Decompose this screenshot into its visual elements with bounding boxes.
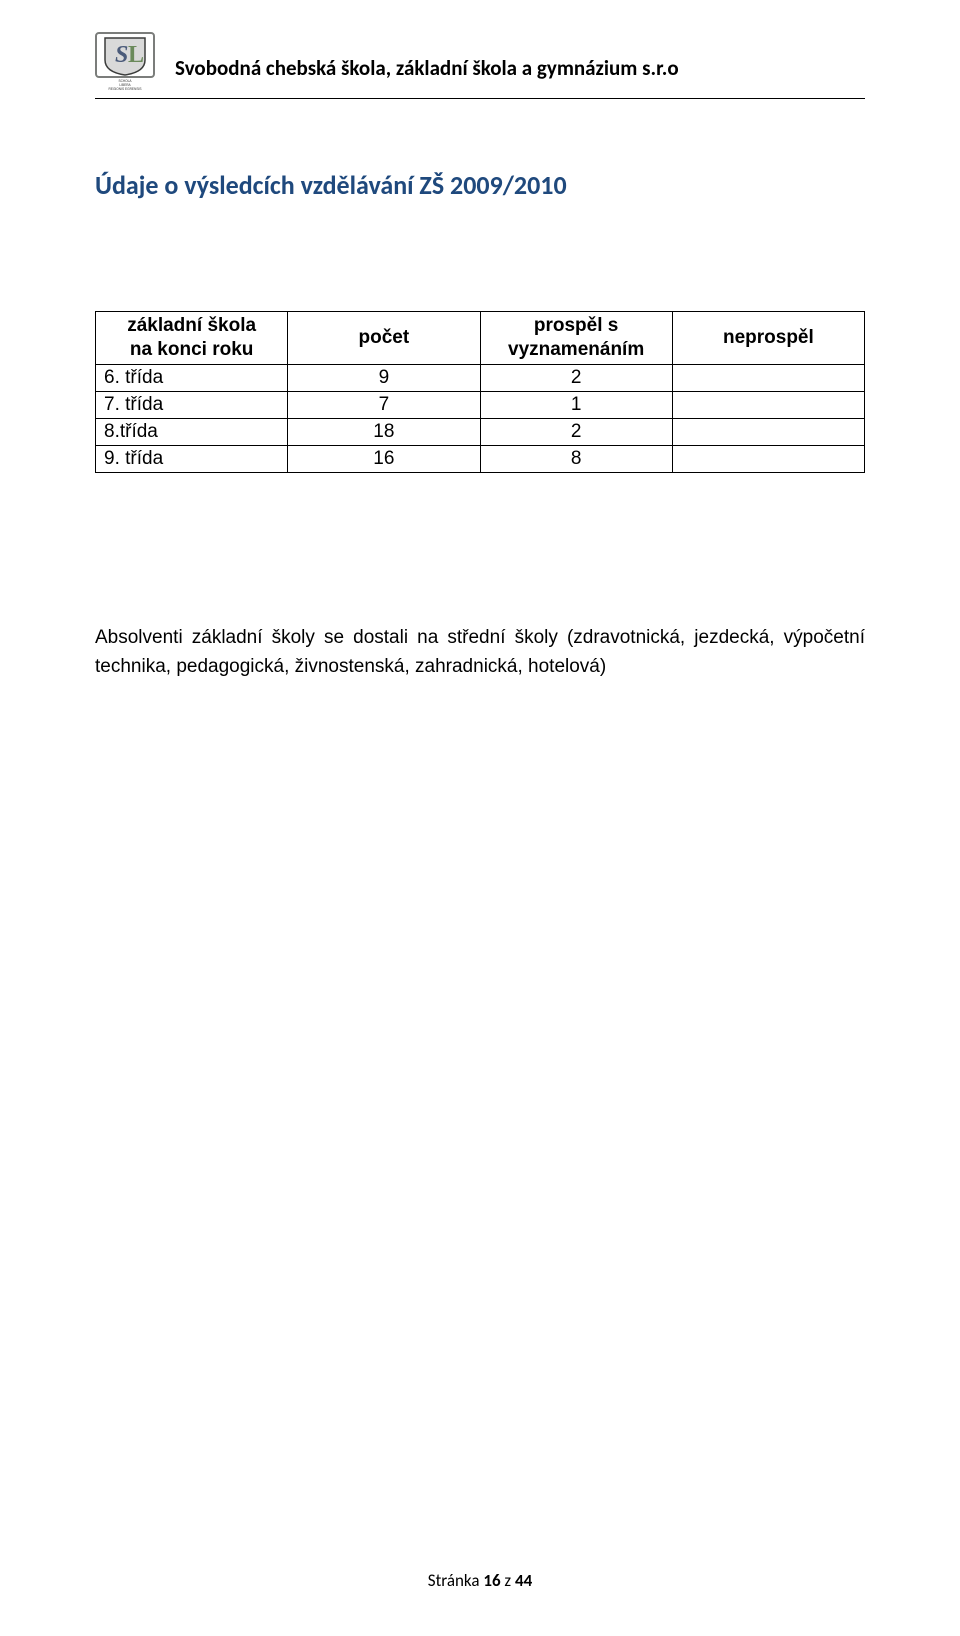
footer-middle: z <box>501 1570 515 1591</box>
page-footer: Stránka 16 z 44 <box>0 1570 960 1591</box>
header-divider <box>95 98 865 99</box>
cell-honors: 2 <box>480 364 672 391</box>
col-header-text: základní škola <box>127 315 256 336</box>
footer-prefix: Stránka <box>428 1570 484 1591</box>
svg-text:S: S <box>115 42 128 68</box>
col-header-text: vyznamenáním <box>508 339 644 360</box>
cell-class: 6. třída <box>96 364 288 391</box>
svg-text:L: L <box>128 42 144 68</box>
col-header-class: základní škola na konci roku <box>96 312 288 365</box>
graduates-note: Absolventi základní školy se dostali na … <box>95 623 865 682</box>
organization-name: Svobodná chebská škola, základní škola a… <box>175 43 679 81</box>
cell-count: 7 <box>288 391 480 418</box>
cell-class: 9. třída <box>96 445 288 472</box>
table-row: 9. třída 16 8 <box>96 445 865 472</box>
cell-honors: 2 <box>480 418 672 445</box>
school-logo-icon: S L SCHOLA LIBERA REGIONIS EGRENSIS <box>95 32 155 92</box>
col-header-count: počet <box>288 312 480 365</box>
cell-honors: 1 <box>480 391 672 418</box>
page-header: S L SCHOLA LIBERA REGIONIS EGRENSIS Svob… <box>95 32 865 92</box>
col-header-honors: prospěl s vyznamenáním <box>480 312 672 365</box>
table-body: 6. třída 9 2 7. třída 7 1 8.třída 18 2 9… <box>96 364 865 472</box>
table-row: 7. třída 7 1 <box>96 391 865 418</box>
cell-class: 7. třída <box>96 391 288 418</box>
cell-failed <box>672 418 864 445</box>
footer-page-number: 16 <box>483 1570 500 1591</box>
cell-failed <box>672 391 864 418</box>
table-header-row: základní škola na konci roku počet prosp… <box>96 312 865 365</box>
col-header-text: neprospěl <box>723 327 814 348</box>
cell-count: 9 <box>288 364 480 391</box>
cell-failed <box>672 364 864 391</box>
cell-failed <box>672 445 864 472</box>
results-table: základní škola na konci roku počet prosp… <box>95 311 865 473</box>
col-header-text: prospěl s <box>534 315 618 336</box>
col-header-text: počet <box>359 327 410 348</box>
footer-total-pages: 44 <box>515 1570 532 1591</box>
col-header-failed: neprospěl <box>672 312 864 365</box>
page-title: Údaje o výsledcích vzdělávání ZŠ 2009/20… <box>95 169 865 201</box>
cell-class: 8.třída <box>96 418 288 445</box>
cell-count: 16 <box>288 445 480 472</box>
cell-count: 18 <box>288 418 480 445</box>
svg-text:REGIONIS EGRENSIS: REGIONIS EGRENSIS <box>109 87 142 91</box>
cell-honors: 8 <box>480 445 672 472</box>
table-row: 6. třída 9 2 <box>96 364 865 391</box>
col-header-text: na konci roku <box>130 339 254 360</box>
table-row: 8.třída 18 2 <box>96 418 865 445</box>
